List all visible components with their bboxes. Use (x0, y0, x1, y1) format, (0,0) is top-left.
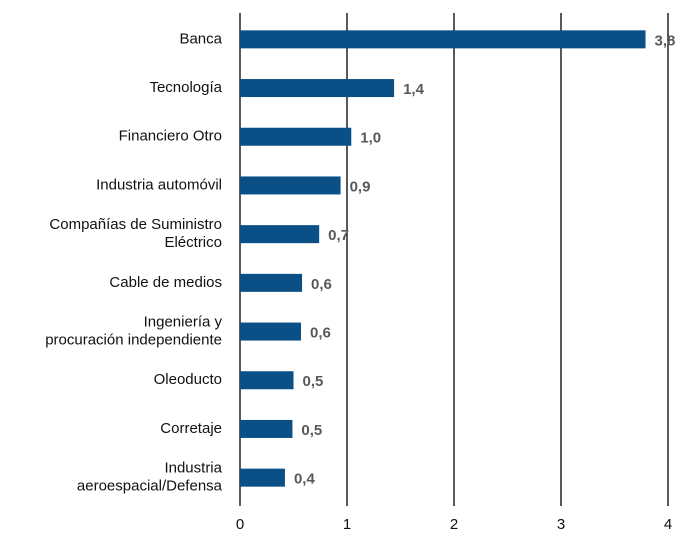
value-label: 0,6 (311, 276, 332, 293)
bar (240, 322, 301, 341)
category-label: Ingeniería y procuración independiente (45, 314, 222, 349)
bar (240, 468, 285, 487)
x-tick-label: 3 (557, 516, 565, 533)
value-label: 1,4 (403, 81, 425, 98)
category-label: Industria aeroespacial/Defensa (77, 460, 223, 495)
value-label: 0,4 (294, 471, 316, 488)
category-label: Cable de medios (109, 274, 222, 291)
value-label: 0,5 (301, 422, 322, 439)
category-label: Industria automóvil (96, 176, 222, 193)
bar (240, 176, 341, 195)
bar (240, 371, 294, 390)
value-label: 0,5 (303, 373, 324, 390)
bar (240, 225, 320, 244)
x-tick-label: 1 (343, 516, 351, 533)
category-label: Oleoducto (154, 371, 222, 388)
value-label: 0,7 (328, 227, 349, 244)
x-tick-label: 2 (450, 516, 458, 533)
bar (240, 79, 395, 98)
category-label: Banca (179, 30, 222, 47)
value-label: 0,6 (310, 325, 331, 342)
bar (240, 127, 352, 146)
category-label: Financiero Otro (119, 128, 222, 145)
value-label: 1,0 (360, 130, 381, 147)
bar (240, 30, 646, 49)
category-label: Corretaje (160, 420, 222, 437)
category-label: Tecnología (149, 79, 222, 96)
value-label: 0,9 (350, 178, 371, 195)
bar (240, 273, 303, 292)
category-label: Compañías de Suministro Eléctrico (49, 216, 222, 251)
bar (240, 419, 293, 438)
x-tick-label: 0 (236, 516, 244, 533)
value-label: 3,8 (655, 32, 676, 49)
x-tick-label: 4 (664, 516, 672, 533)
